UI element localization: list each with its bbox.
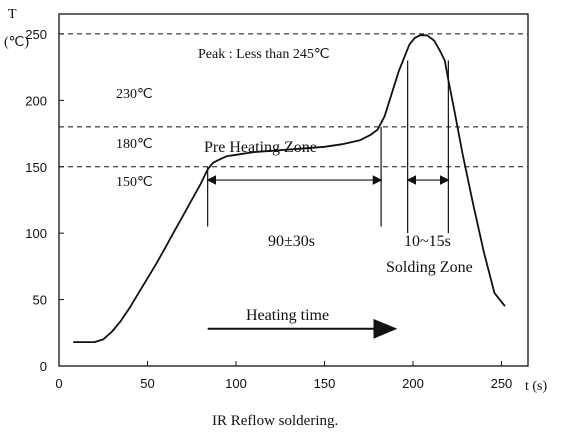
y-tick-label: 50 — [33, 293, 47, 308]
heating-time-label: Heating time — [246, 307, 329, 324]
y-tick-label: 250 — [25, 27, 47, 42]
x-tick-label: 100 — [225, 376, 247, 391]
plot-frame — [58, 13, 529, 367]
peak-annotation: Peak : Less than 245℃ — [198, 47, 330, 62]
temp-150-label: 150℃ — [116, 175, 153, 190]
x-axis-label: t (s) — [525, 379, 548, 394]
temp-230-label: 230℃ — [116, 87, 153, 102]
y-tick-label: 200 — [25, 93, 47, 108]
y-axis-symbol: T — [8, 7, 17, 22]
y-tick-label: 100 — [25, 226, 47, 241]
solder-zone-label: Solding Zone — [386, 259, 473, 276]
solder-duration-label: 10~15s — [404, 233, 451, 250]
temp-180-label: 180℃ — [116, 137, 153, 152]
x-tick-label: 0 — [55, 376, 62, 391]
reflow-profile-line — [73, 34, 506, 344]
preheat-duration-label: 90±30s — [268, 233, 315, 250]
pre-heating-zone-label: Pre Heating Zone — [204, 139, 317, 156]
y-tick-label: 150 — [25, 160, 47, 175]
x-tick-label: 250 — [491, 376, 513, 391]
chart-caption: IR Reflow soldering. — [212, 413, 338, 429]
x-tick-label: 200 — [402, 376, 424, 391]
y-tick-label: 0 — [40, 359, 47, 374]
y-axis-unit: (℃) — [4, 35, 29, 50]
x-tick-label: 50 — [140, 376, 154, 391]
x-tick-label: 150 — [314, 376, 336, 391]
chart-marks: 0 50 100 150 200 250 0 50 100 150 200 250 — [25, 27, 528, 391]
